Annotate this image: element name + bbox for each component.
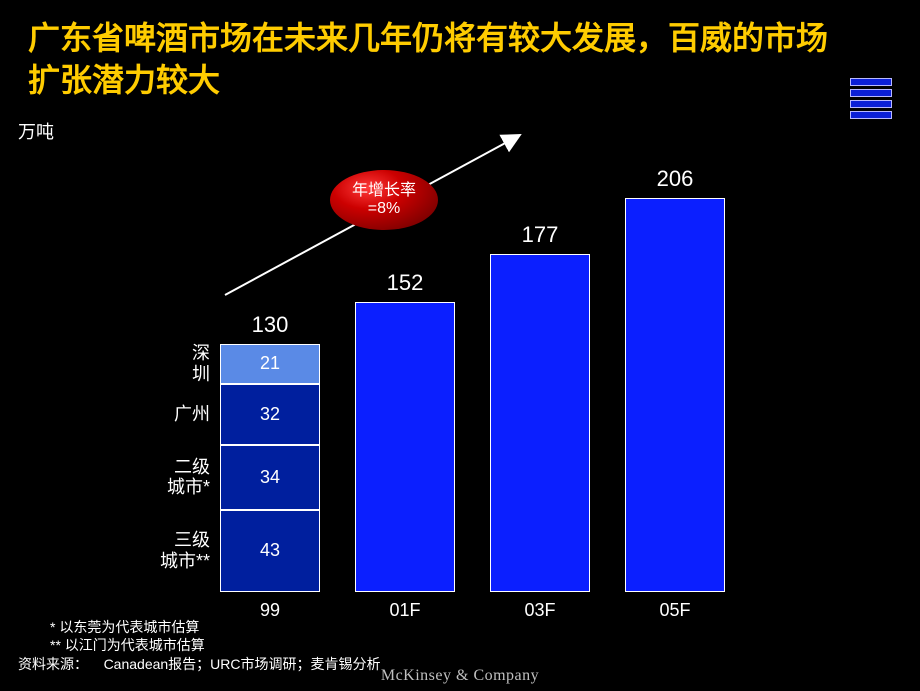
bar-group <box>625 162 725 592</box>
segment-side-label: 三级城市** <box>140 530 210 571</box>
source-line: 资料来源： Canadean报告；URC市场调研；麦肯锡分析 <box>18 654 381 674</box>
bar-total-label: 152 <box>355 270 455 296</box>
company-logo: McKinsey & Company <box>381 667 539 685</box>
bar-total-label: 206 <box>625 166 725 192</box>
bar-segment <box>355 302 455 592</box>
source-label: 资料来源： <box>18 656 88 672</box>
x-axis-label: 01F <box>355 600 455 621</box>
bar-segment <box>625 198 725 592</box>
segment-side-label: 广州 <box>140 404 210 425</box>
footnote-2: ** 以江门为代表城市估算 <box>50 636 205 654</box>
bar-segment: 21 <box>220 344 320 384</box>
bar-group <box>355 162 455 592</box>
bar-total-label: 177 <box>490 222 590 248</box>
segment-side-label: 深圳 <box>140 343 210 384</box>
source-text: Canadean报告；URC市场调研；麦肯锡分析 <box>104 656 381 672</box>
bar-total-label: 130 <box>220 312 320 338</box>
footnote-1: * 以东莞为代表城市估算 <box>50 618 205 636</box>
segment-side-label: 二级城市* <box>140 457 210 498</box>
x-axis-label: 99 <box>220 600 320 621</box>
bar-segment: 43 <box>220 510 320 592</box>
x-axis-label: 05F <box>625 600 725 621</box>
x-axis-label: 03F <box>490 600 590 621</box>
bar-segment: 34 <box>220 445 320 510</box>
footnotes: * 以东莞为代表城市估算 ** 以江门为代表城市估算 <box>50 618 205 654</box>
growth-arrow <box>0 0 920 691</box>
bar-group: 43343221 <box>220 162 320 592</box>
bar-segment: 32 <box>220 384 320 445</box>
bar-segment <box>490 254 590 592</box>
